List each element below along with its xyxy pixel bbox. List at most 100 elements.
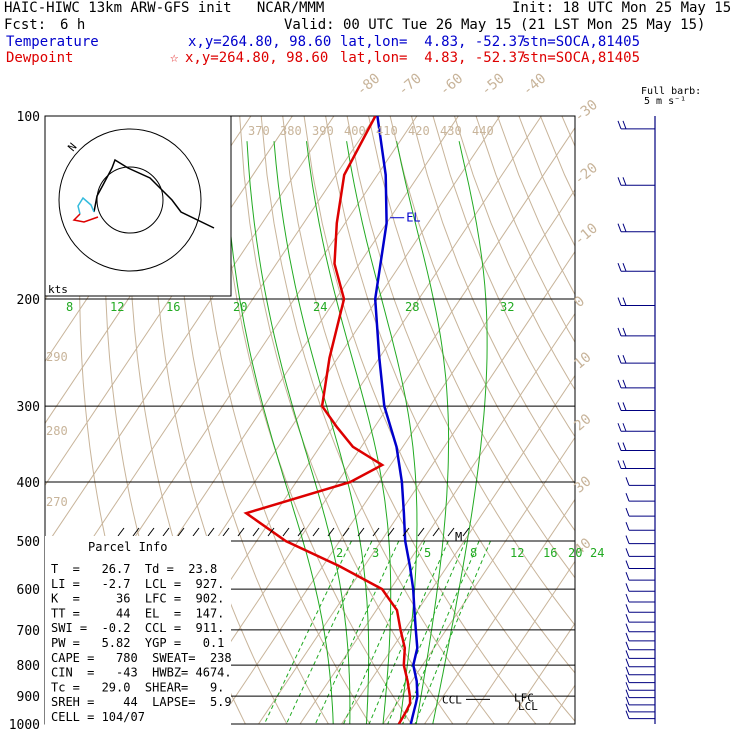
isotherm-line: [465, 560, 575, 724]
dewpoint-profile: [243, 116, 412, 724]
wind-barb-flag: [625, 522, 630, 531]
wind-barb-flag: [625, 710, 630, 719]
pressure-label: 800: [17, 659, 40, 674]
hatch-mark: [402, 527, 410, 537]
isotherm-label: -10: [571, 220, 601, 249]
isotherm-label: -80: [354, 71, 384, 100]
hodograph-trace: [93, 158, 215, 229]
theta-label: 430: [440, 124, 462, 138]
isotherm-line: [45, 116, 376, 611]
dry-adiabat-line: [196, 116, 371, 724]
mixing-ratio-line: [263, 540, 352, 724]
wind-barb-flag: [625, 613, 630, 623]
dry-adiabat-line: [217, 116, 413, 724]
mixing-ratio-label: 16: [543, 546, 557, 560]
model-title: HAIC-HIWC 13km ARW-GFS init NCAR/MMM: [4, 0, 325, 16]
moist-adiabat-line: [246, 141, 351, 724]
theta-label: 390: [312, 124, 334, 138]
mixing-ratio-label: 8: [470, 546, 477, 560]
dry-adiabat-line: [432, 116, 575, 438]
dry-adiabat-grid: [79, 116, 575, 724]
hatch-mark: [177, 527, 185, 537]
isotherm-label: -20: [571, 160, 601, 189]
parcel-info-line: LI = -2.7 LCL = 927.: [51, 577, 224, 591]
parcel-info-line: SWI = -0.2 CCL = 911.: [51, 621, 224, 635]
theta-label: 410: [376, 124, 398, 138]
mixing-ratio-label: 3: [372, 546, 379, 560]
forecast-hour: 6 h: [60, 17, 86, 33]
mixing-ratio-label: 20: [568, 546, 582, 560]
dewpoint-station: stn=SOCA,81405: [522, 50, 641, 66]
theta-label: 290: [46, 350, 68, 364]
temperature-station: stn=SOCA,81405: [522, 34, 641, 50]
hatch-mark: [282, 527, 290, 537]
pressure-label: 900: [17, 690, 40, 705]
wind-barb-flag: [617, 442, 622, 451]
wind-barb-flag: [625, 583, 630, 592]
hodograph-trace-sfc: [72, 213, 99, 223]
hatch-mark: [447, 527, 455, 537]
wind-barb-flag: [622, 379, 627, 389]
dry-adiabat-line: [325, 116, 575, 674]
isotherm-line: [423, 498, 575, 724]
isotherm-label: -50: [478, 71, 508, 100]
theta-e-label: 32: [500, 300, 514, 314]
valid-time: Valid: 00 UTC Tue 26 May 15 (21 LST Mon …: [284, 17, 706, 33]
wind-barb-flag: [622, 423, 627, 432]
forecast-label: Fcst:: [4, 17, 47, 33]
mixing-ratio-line: [368, 540, 449, 724]
wind-barb-flag: [625, 604, 630, 613]
theta-label: 270: [46, 495, 68, 509]
wind-barb-flag: [625, 571, 630, 581]
lcl-label: LCL: [518, 700, 538, 713]
wind-barb-flag: [617, 297, 622, 306]
wind-barb-flag: [625, 548, 630, 557]
wind-barbs: [617, 116, 656, 724]
dry-adiabat-line: [282, 116, 537, 724]
parcel-info-line: SREH = 44 LAPSE= 5.9: [51, 695, 232, 709]
isotherm-label: -60: [437, 71, 467, 100]
parcel-info-line: CELL = 104/07: [51, 710, 145, 724]
wind-barb-flag: [617, 223, 622, 232]
wind-barb-flag: [622, 460, 627, 469]
sounding-profiles: [243, 116, 419, 724]
theta-label: 400: [344, 124, 366, 138]
mixing-ratio-label: 2: [336, 546, 343, 560]
mixing-ratio-label: 5: [424, 546, 431, 560]
dry-adiabat-line: [454, 116, 575, 391]
dry-adiabat-line: [389, 116, 575, 532]
hatch-mark: [417, 527, 425, 537]
hodograph-frame: [44, 115, 232, 297]
pressure-label: 700: [17, 624, 40, 639]
hatch-mark: [237, 527, 245, 537]
parcel-info-line: K = 36 LFC = 902.: [51, 592, 224, 606]
hatch-mark: [147, 527, 155, 537]
wind-barb-flag: [625, 650, 630, 659]
wind-barb-flag: [617, 177, 622, 186]
wind-barb-flag: [625, 658, 630, 667]
hatch-mark: [432, 527, 440, 537]
theta-label: 280: [46, 424, 68, 438]
wind-barb-flag: [617, 379, 622, 389]
wind-barb-flag: [625, 477, 630, 486]
theta-e-label: 8: [66, 300, 73, 314]
hodograph-trace-low: [77, 196, 95, 215]
hatch-mark: [207, 527, 215, 537]
mixing-ratio-line: [314, 540, 400, 724]
hatch-mark: [162, 527, 170, 537]
moist-adiabat-grid: [223, 141, 488, 724]
hatch-mark: [462, 527, 470, 537]
wind-barb-flag: [622, 442, 627, 451]
wind-barb-flag: [622, 223, 627, 232]
isotherm-line: [340, 374, 575, 724]
pressure-label: 1000: [9, 718, 40, 733]
wind-barb-flag: [625, 689, 630, 698]
temperature-latlon: lat,lon= 4.83, -52.37: [340, 34, 526, 50]
dry-adiabat-line: [174, 116, 329, 724]
wind-barb-flag: [625, 632, 630, 642]
hatch-mark: [267, 527, 275, 537]
parcel-info-line: TT = 44 EL = 147.: [51, 606, 224, 620]
parcel-info-line: PW = 5.82 YGP = 0.1: [51, 636, 224, 650]
